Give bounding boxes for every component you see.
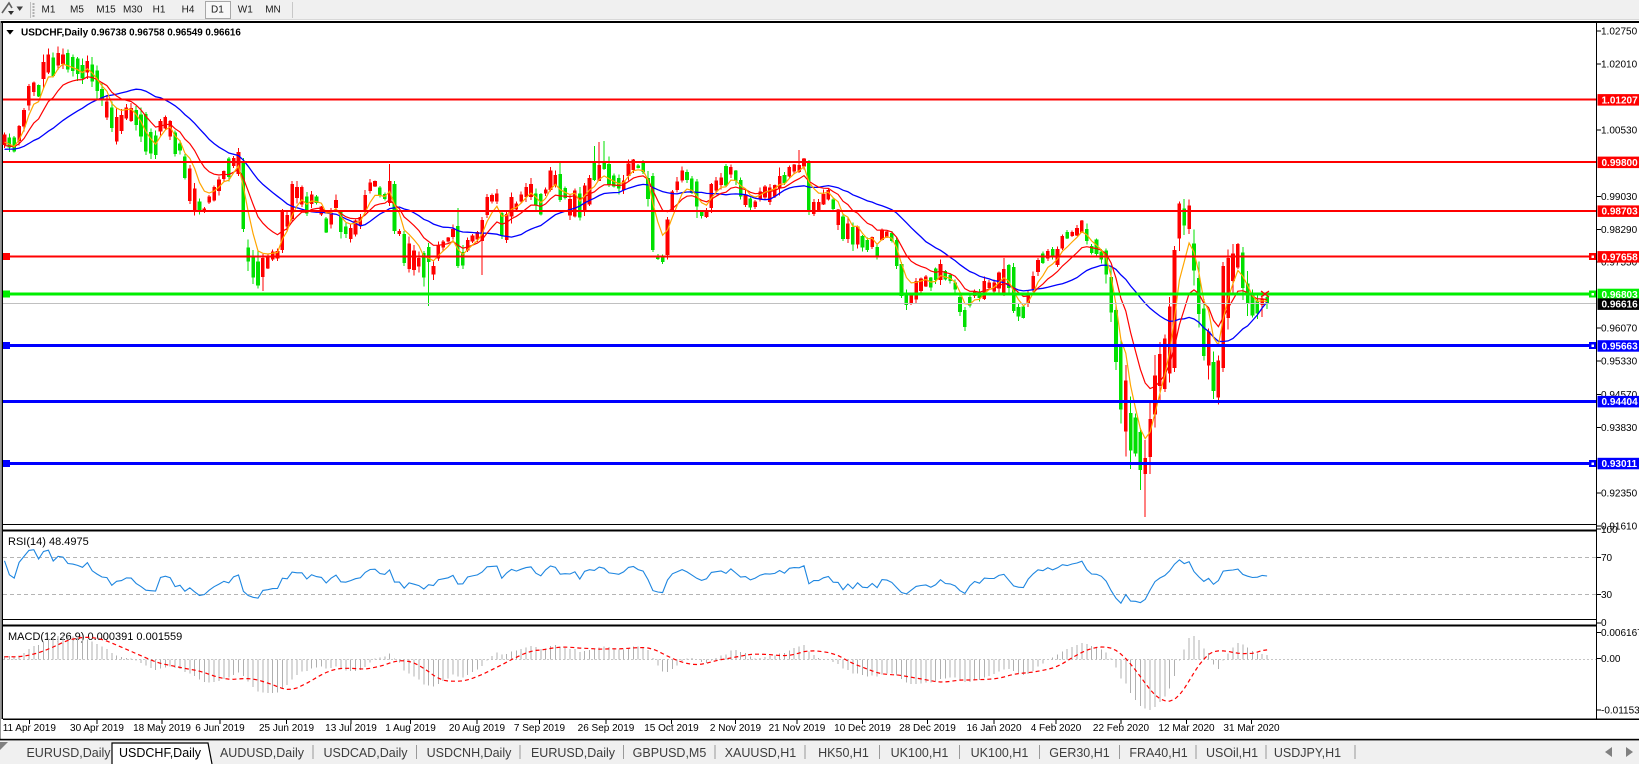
svg-text:0.98703: 0.98703 bbox=[1602, 207, 1639, 218]
svg-text:12 Mar 2020: 12 Mar 2020 bbox=[1158, 723, 1215, 734]
svg-text:0.96738 0.96758 0.96549 0.9661: 0.96738 0.96758 0.96549 0.96616 bbox=[91, 28, 241, 39]
svg-text:30 Apr 2019: 30 Apr 2019 bbox=[70, 723, 124, 734]
svg-text:USOil,H1: USOil,H1 bbox=[1206, 746, 1258, 760]
svg-text:70: 70 bbox=[1601, 553, 1613, 564]
svg-text:31 Mar 2020: 31 Mar 2020 bbox=[1223, 723, 1280, 734]
svg-text:D1: D1 bbox=[211, 5, 224, 16]
svg-text:UK100,H1: UK100,H1 bbox=[971, 746, 1029, 760]
svg-text:MACD(12,26,9) 0.000391 0.00155: MACD(12,26,9) 0.000391 0.001559 bbox=[8, 631, 182, 643]
svg-text:1 Aug 2019: 1 Aug 2019 bbox=[385, 723, 436, 734]
svg-text:0.93011: 0.93011 bbox=[1602, 459, 1638, 470]
svg-text:1.01207: 1.01207 bbox=[1602, 95, 1639, 106]
svg-text:22 Feb 2020: 22 Feb 2020 bbox=[1093, 723, 1150, 734]
svg-text:W1: W1 bbox=[238, 5, 253, 16]
svg-text:15 Oct 2019: 15 Oct 2019 bbox=[644, 723, 699, 734]
svg-text:100: 100 bbox=[1601, 525, 1618, 536]
svg-text:EURUSD,Daily: EURUSD,Daily bbox=[26, 746, 111, 760]
svg-text:0.96070: 0.96070 bbox=[1601, 324, 1638, 335]
svg-text:MN: MN bbox=[265, 5, 281, 16]
svg-text:0.93830: 0.93830 bbox=[1601, 423, 1638, 434]
svg-text:1.02010: 1.02010 bbox=[1601, 60, 1638, 71]
svg-text:UK100,H1: UK100,H1 bbox=[891, 746, 949, 760]
svg-text:0.99800: 0.99800 bbox=[1602, 158, 1639, 169]
svg-text:GER30,H1: GER30,H1 bbox=[1049, 746, 1109, 760]
svg-text:0.00: 0.00 bbox=[1601, 654, 1621, 665]
svg-text:H4: H4 bbox=[182, 5, 195, 16]
svg-text:2 Nov 2019: 2 Nov 2019 bbox=[710, 723, 762, 734]
svg-text:0.94404: 0.94404 bbox=[1602, 397, 1639, 408]
svg-text:25 Jun 2019: 25 Jun 2019 bbox=[259, 723, 314, 734]
svg-text:16 Jan 2020: 16 Jan 2020 bbox=[966, 723, 1021, 734]
svg-text:0.95663: 0.95663 bbox=[1602, 342, 1639, 353]
svg-text:M1: M1 bbox=[42, 5, 56, 16]
svg-text:18 May 2019: 18 May 2019 bbox=[133, 723, 191, 734]
svg-text:EURUSD,Daily: EURUSD,Daily bbox=[531, 746, 616, 760]
svg-text:13 Jul 2019: 13 Jul 2019 bbox=[325, 723, 377, 734]
svg-text:0.96616: 0.96616 bbox=[1602, 300, 1639, 311]
svg-text:30: 30 bbox=[1601, 590, 1613, 601]
svg-text:0.97658: 0.97658 bbox=[1602, 252, 1639, 263]
svg-text:0.98290: 0.98290 bbox=[1601, 225, 1638, 236]
svg-text:1.00530: 1.00530 bbox=[1601, 125, 1638, 136]
svg-text:M30: M30 bbox=[123, 5, 143, 16]
svg-text:M5: M5 bbox=[70, 5, 84, 16]
svg-text:0.006167: 0.006167 bbox=[1601, 628, 1639, 639]
svg-text:FRA40,H1: FRA40,H1 bbox=[1129, 746, 1187, 760]
svg-text:0.95330: 0.95330 bbox=[1601, 356, 1638, 367]
svg-text:21 Nov 2019: 21 Nov 2019 bbox=[769, 723, 826, 734]
svg-text:7 Sep 2019: 7 Sep 2019 bbox=[514, 723, 566, 734]
svg-text:0.99030: 0.99030 bbox=[1601, 192, 1638, 203]
svg-text:USDCHF,Daily: USDCHF,Daily bbox=[119, 746, 202, 760]
svg-text:26 Sep 2019: 26 Sep 2019 bbox=[578, 723, 635, 734]
svg-text:1.02750: 1.02750 bbox=[1601, 27, 1638, 38]
svg-text:11 Apr 2019: 11 Apr 2019 bbox=[3, 723, 57, 734]
svg-text:USDCHF,Daily: USDCHF,Daily bbox=[21, 28, 89, 39]
svg-text:RSI(14) 48.4975: RSI(14) 48.4975 bbox=[8, 536, 89, 548]
svg-text:28 Dec 2019: 28 Dec 2019 bbox=[899, 723, 956, 734]
svg-text:USDCNH,Daily: USDCNH,Daily bbox=[427, 746, 512, 760]
svg-text:M15: M15 bbox=[96, 5, 116, 16]
svg-text:GBPUSD,M5: GBPUSD,M5 bbox=[633, 746, 707, 760]
svg-text:XAUUSD,H1: XAUUSD,H1 bbox=[725, 746, 797, 760]
svg-text:6 Jun 2019: 6 Jun 2019 bbox=[195, 723, 245, 734]
svg-text:H1: H1 bbox=[153, 5, 166, 16]
svg-text:4 Feb 2020: 4 Feb 2020 bbox=[1031, 723, 1082, 734]
svg-text:HK50,H1: HK50,H1 bbox=[818, 746, 869, 760]
svg-text:USDCAD,Daily: USDCAD,Daily bbox=[323, 746, 408, 760]
svg-text:AUDUSD,Daily: AUDUSD,Daily bbox=[220, 746, 305, 760]
svg-text:USDJPY,H1: USDJPY,H1 bbox=[1274, 746, 1341, 760]
svg-text:20 Aug 2019: 20 Aug 2019 bbox=[449, 723, 506, 734]
svg-text:0.92350: 0.92350 bbox=[1601, 489, 1638, 500]
svg-text:10 Dec 2019: 10 Dec 2019 bbox=[834, 723, 891, 734]
